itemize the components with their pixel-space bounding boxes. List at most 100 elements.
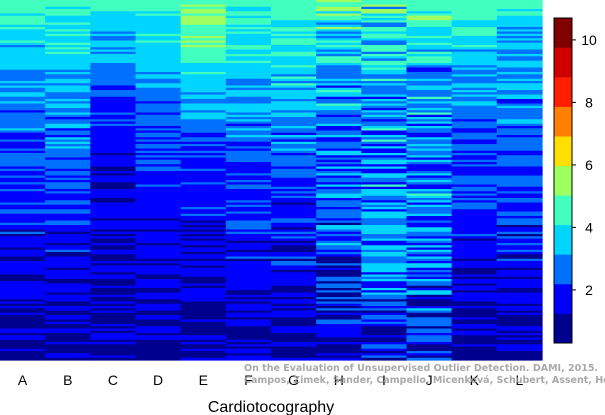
heatmap-cell — [451, 225, 498, 228]
heatmap-cell — [406, 110, 453, 114]
heatmap-cell — [0, 146, 46, 150]
heatmap-cell — [451, 252, 498, 255]
heatmap-cell — [361, 139, 408, 143]
heatmap-cell — [271, 252, 317, 255]
heatmap-cell — [180, 58, 227, 62]
heatmap-cell — [271, 258, 317, 262]
heatmap-cell — [271, 96, 317, 100]
heatmap-cell — [451, 166, 498, 170]
heatmap-cell — [180, 177, 227, 181]
heatmap-cell — [135, 184, 182, 188]
heatmap-cell — [496, 256, 543, 260]
heatmap-cell — [361, 342, 408, 345]
heatmap-cell — [406, 211, 453, 215]
heatmap-cell — [316, 218, 362, 222]
heatmap-cell — [225, 103, 272, 107]
heatmap-cell — [406, 126, 453, 129]
heatmap-cell — [496, 339, 543, 343]
heatmap-cell — [451, 249, 498, 253]
heatmap-cell — [180, 159, 227, 163]
heatmap-cell — [406, 2, 453, 6]
heatmap-cell — [316, 308, 362, 312]
heatmap-cell — [451, 193, 498, 197]
heatmap-cell — [180, 247, 227, 251]
heatmap-cell — [496, 99, 543, 102]
heatmap-cell — [90, 303, 137, 307]
heatmap-cell — [90, 195, 137, 199]
colorbar-segment — [554, 165, 572, 196]
heatmap-cell — [225, 191, 272, 195]
heatmap-cell — [45, 209, 91, 213]
heatmap-cell — [451, 335, 498, 339]
heatmap-cell — [316, 279, 362, 282]
heatmap-cell — [135, 337, 182, 341]
heatmap-cell — [406, 324, 453, 327]
heatmap-cell — [316, 67, 362, 71]
heatmap-cell — [0, 42, 46, 46]
heatmap-cell — [135, 94, 182, 98]
heatmap-cell — [0, 126, 46, 129]
heatmap-cell — [180, 211, 227, 215]
heatmap-cell — [496, 141, 543, 145]
heatmap-cell — [316, 294, 362, 298]
heatmap-cell — [0, 202, 46, 206]
heatmap-cell — [45, 321, 91, 325]
heatmap-cell — [135, 299, 182, 303]
heatmap-cell — [45, 229, 91, 233]
heatmap-cell — [45, 346, 91, 350]
heatmap-cell — [0, 321, 46, 325]
heatmap-cell — [45, 105, 91, 109]
heatmap-cell — [90, 96, 137, 100]
heatmap-cell — [361, 177, 408, 181]
heatmap-cell — [406, 184, 453, 188]
heatmap-cell — [135, 36, 182, 39]
heatmap-cell — [271, 153, 317, 156]
heatmap-cell — [271, 42, 317, 46]
heatmap-cell — [496, 312, 543, 316]
heatmap-cell — [225, 229, 272, 233]
heatmap-cell — [406, 254, 453, 258]
heatmap-cell — [90, 263, 137, 267]
heatmap-cell — [361, 261, 408, 264]
heatmap-cell — [225, 90, 272, 93]
heatmap-cell — [225, 153, 272, 156]
heatmap-cell — [316, 92, 362, 96]
heatmap-cell — [90, 105, 137, 109]
heatmap-cell — [361, 85, 408, 89]
heatmap-cell — [361, 297, 408, 300]
heatmap-cell — [135, 209, 182, 213]
heatmap-cell — [135, 227, 182, 231]
heatmap-cell — [135, 290, 182, 294]
heatmap-cell — [316, 227, 362, 231]
heatmap-cell — [45, 261, 91, 264]
heatmap-cell — [496, 265, 543, 269]
heatmap-cell — [45, 330, 91, 334]
heatmap-cell — [451, 148, 498, 152]
heatmap-cell — [135, 13, 182, 17]
heatmap-cell — [496, 249, 543, 253]
heatmap-cell — [135, 173, 182, 177]
heatmap-cell — [180, 184, 227, 188]
heatmap-cell — [0, 2, 46, 6]
heatmap-cell — [45, 36, 91, 39]
heatmap-cell — [180, 261, 227, 264]
heatmap-cell — [361, 324, 408, 327]
heatmap-cell — [406, 339, 453, 343]
heatmap-cell — [406, 344, 453, 348]
heatmap-cell — [225, 299, 272, 303]
heatmap-cell — [271, 94, 317, 98]
heatmap-cell — [45, 171, 91, 174]
heatmap-cell — [225, 324, 272, 327]
heatmap-cell — [0, 263, 46, 267]
heatmap-cell — [316, 236, 362, 240]
heatmap-cell — [316, 83, 362, 87]
heatmap-cell — [0, 270, 46, 273]
heatmap-cell — [316, 101, 362, 105]
heatmap-cell — [45, 267, 91, 271]
heatmap-cell — [180, 317, 227, 321]
heatmap-cell — [406, 9, 453, 12]
heatmap-cell — [271, 40, 317, 44]
heatmap-cell — [406, 299, 453, 303]
heatmap-cell — [361, 29, 408, 33]
heatmap-cell — [180, 342, 227, 345]
